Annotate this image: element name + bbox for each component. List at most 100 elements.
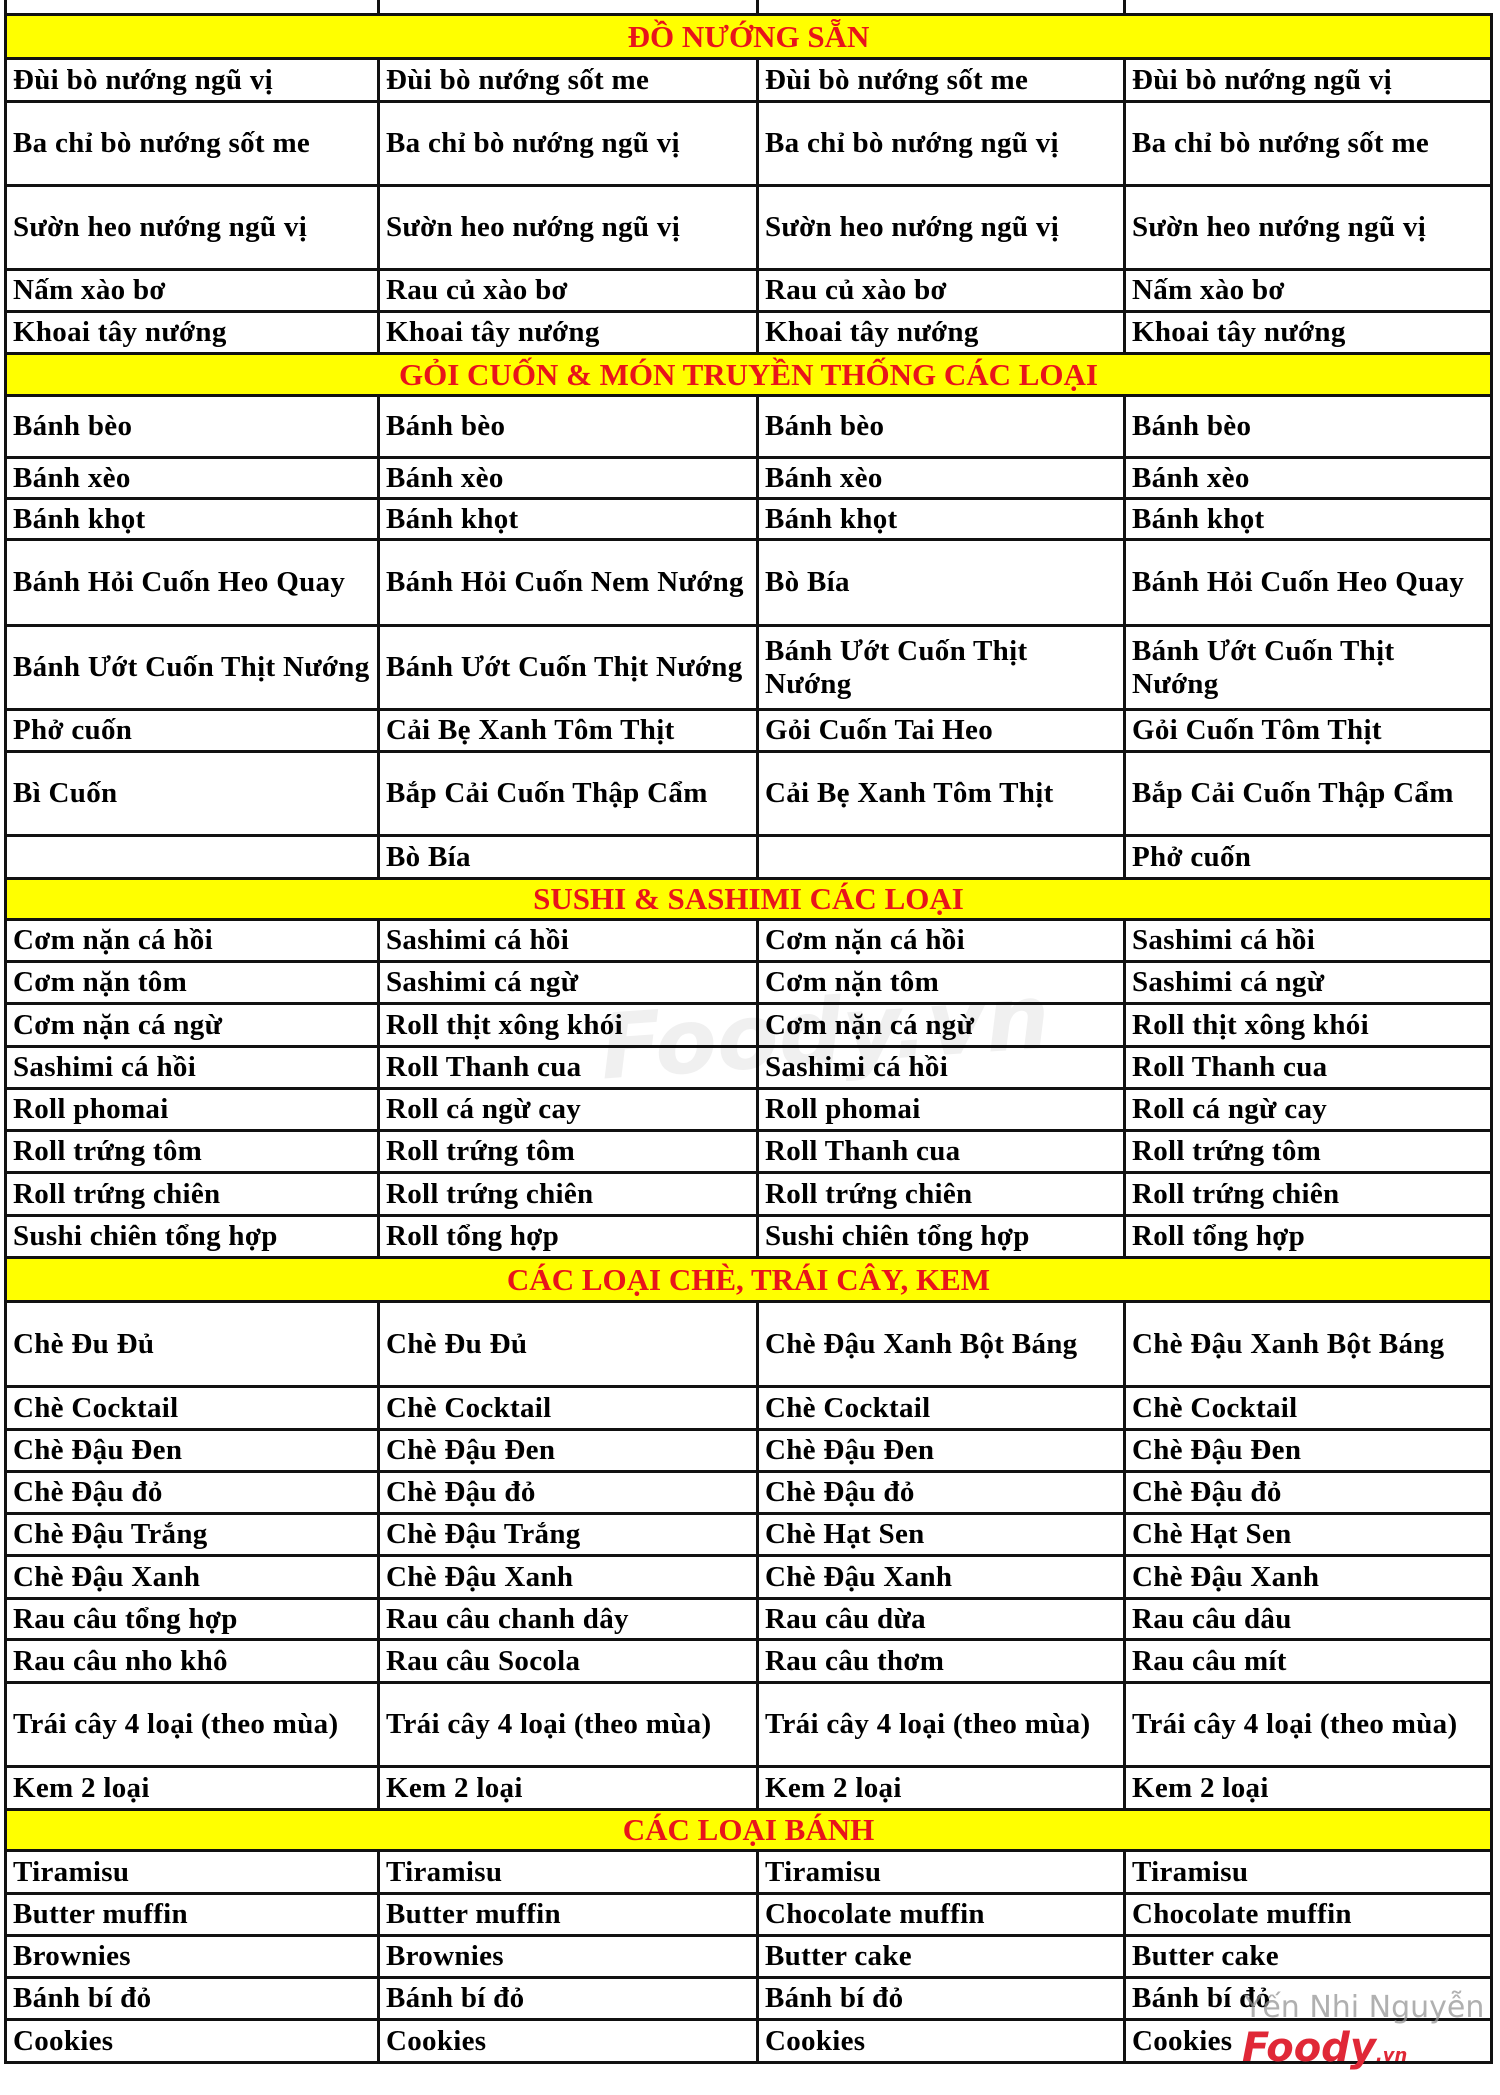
menu-item-cell: Chè Đậu Xanh xyxy=(1123,1557,1493,1597)
table-row: Đùi bò nướng ngũ vị Đùi bò nướng sốt me Đù… xyxy=(4,60,1493,103)
menu-item-cell: Ba chỉ bò nướng ngũ vị xyxy=(377,103,756,184)
menu-item-cell: Roll trứng chiên xyxy=(4,1174,377,1214)
menu-item-cell: Chè Đậu đỏ xyxy=(377,1473,756,1512)
menu-item-cell: Sườn heo nướng ngũ vị xyxy=(4,187,377,268)
menu-item-cell: Đùi bò nướng ngũ vị xyxy=(1123,60,1493,100)
menu-item-cell: Trái cây 4 loại (theo mùa) xyxy=(756,1684,1123,1765)
watermark-author: Yến Nhi Nguyễn xyxy=(1244,1990,1485,2025)
menu-item-cell: Sườn heo nướng ngũ vị xyxy=(1123,187,1493,268)
menu-item-cell: Bánh khọt xyxy=(756,500,1123,538)
menu-item-cell xyxy=(4,837,377,877)
menu-item-cell: Bánh bèo xyxy=(4,397,377,456)
menu-item-cell: Chè Cocktail xyxy=(1123,1388,1493,1428)
table-row: Chè Đu Đủ Chè Đu Đủ Chè Đậu Xanh Bột Báng C… xyxy=(4,1303,1493,1388)
menu-item-cell: Sashimi cá hồi xyxy=(1123,921,1493,960)
menu-item-cell: Bánh bèo xyxy=(756,397,1123,456)
menu-item-cell: Chè Đậu Đen xyxy=(4,1431,377,1470)
menu-item-cell: Chè Đu Đủ xyxy=(377,1303,756,1385)
menu-item-cell: Bánh bí đỏ xyxy=(756,1979,1123,2018)
menu-item-cell: Bì Cuốn xyxy=(4,753,377,834)
menu-item-cell: Kem 2 loại xyxy=(756,1768,1123,1808)
table-row: Chè Đậu Đen Chè Đậu Đen Chè Đậu Đen Chè Đậu… xyxy=(4,1431,1493,1473)
menu-item-cell: Tiramisu xyxy=(1123,1852,1493,1892)
table-row: Tiramisu Tiramisu Tiramisu Tiramisu xyxy=(4,1852,1493,1895)
menu-item-cell: Butter cake xyxy=(1123,1937,1493,1976)
menu-item-cell: Ba chỉ bò nướng sốt me xyxy=(4,103,377,184)
menu-item-cell: Bánh bí đỏ xyxy=(4,1979,377,2018)
menu-item-cell: Cơm nặn cá ngừ xyxy=(4,1005,377,1045)
menu-item-cell: Đùi bò nướng sốt me xyxy=(377,60,756,100)
menu-item-cell: Trái cây 4 loại (theo mùa) xyxy=(4,1684,377,1765)
menu-item-cell: Roll thịt xông khói xyxy=(1123,1005,1493,1045)
menu-item-cell: Roll trứng tôm xyxy=(377,1132,756,1171)
menu-item-cell: Rau củ xào bơ xyxy=(377,271,756,310)
menu-item-cell: Chè Đậu Đen xyxy=(756,1431,1123,1470)
menu-item-cell xyxy=(756,837,1123,877)
menu-item-cell: Chè Đậu đỏ xyxy=(756,1473,1123,1512)
foody-logo: Foody.vn xyxy=(1242,2025,1407,2071)
menu-item-cell: Sashimi cá ngừ xyxy=(377,963,756,1002)
menu-item-cell: Brownies xyxy=(377,1937,756,1976)
menu-item-cell: Cookies xyxy=(756,2021,1123,2061)
menu-item-cell: Bánh bí đỏ xyxy=(377,1979,756,2018)
menu-item-cell: Gỏi Cuốn Tôm Thịt xyxy=(1123,711,1493,750)
menu-item-cell: Cơm nặn cá hồi xyxy=(4,921,377,960)
menu-item-cell: Bánh Ướt Cuốn Thịt Nướng xyxy=(4,627,377,708)
menu-item-cell: Butter muffin xyxy=(377,1895,756,1934)
menu-item-cell: Trái cây 4 loại (theo mùa) xyxy=(1123,1684,1493,1765)
menu-item-cell: Roll cá ngừ cay xyxy=(1123,1090,1493,1129)
table-row: Bánh Ướt Cuốn Thịt Nướng Bánh Ướt Cuốn Th… xyxy=(4,627,1493,711)
table-row: Rau câu nho khô Rau câu Socola Rau câu thơ… xyxy=(4,1641,1493,1684)
menu-item-cell: Cookies xyxy=(1123,2021,1493,2061)
menu-item-cell: Nấm xào bơ xyxy=(1123,271,1493,310)
table-row: Trái cây 4 loại (theo mùa) Trái cây 4 loạ… xyxy=(4,1684,1493,1768)
table-cell xyxy=(1123,0,1493,13)
menu-item-cell: Sashimi cá hồi xyxy=(377,921,756,960)
menu-item-cell: Bánh xèo xyxy=(756,459,1123,497)
section-header: CÁC LOẠI BÁNH xyxy=(4,1808,1493,1852)
table-row: Chè Đậu đỏ Chè Đậu đỏ Chè Đậu đỏ Chè Đậu đỏ xyxy=(4,1473,1493,1515)
menu-item-cell: Gỏi Cuốn Tai Heo xyxy=(756,711,1123,750)
menu-item-cell: Bánh xèo xyxy=(4,459,377,497)
menu-item-cell: Chè Đậu Xanh xyxy=(377,1557,756,1597)
menu-item-cell: Bánh khọt xyxy=(1123,500,1493,538)
table-row: Cookies Cookies Cookies Cookies xyxy=(4,2021,1493,2064)
table-row: Bánh Hỏi Cuốn Heo Quay Bánh Hỏi Cuốn Nem … xyxy=(4,541,1493,627)
table-row: Sashimi cá hồi Roll Thanh cua Sashimi cá h… xyxy=(4,1048,1493,1090)
menu-item-cell: Sashimi cá ngừ xyxy=(1123,963,1493,1002)
menu-item-cell: Chè Cocktail xyxy=(756,1388,1123,1428)
menu-item-cell: Bánh Ướt Cuốn Thịt Nướng xyxy=(1123,627,1493,708)
menu-item-cell: Chè Đậu Xanh xyxy=(4,1557,377,1597)
menu-item-cell: Khoai tây nướng xyxy=(377,313,756,352)
menu-item-cell: Khoai tây nướng xyxy=(4,313,377,352)
table-row: Nấm xào bơ Rau củ xào bơ Rau củ xào bơ Nấm … xyxy=(4,271,1493,313)
menu-item-cell: Kem 2 loại xyxy=(377,1768,756,1808)
menu-item-cell: Chè Đậu Đen xyxy=(377,1431,756,1470)
table-row: Cơm nặn cá hồi Sashimi cá hồi Cơm nặn cá h… xyxy=(4,921,1493,963)
menu-item-cell: Bánh bèo xyxy=(377,397,756,456)
menu-item-cell: Ba chỉ bò nướng sốt me xyxy=(1123,103,1493,184)
menu-item-cell: Roll trứng chiên xyxy=(1123,1174,1493,1214)
menu-item-cell: Roll trứng tôm xyxy=(4,1132,377,1171)
menu-item-cell: Cookies xyxy=(4,2021,377,2061)
menu-item-cell: Roll Thanh cua xyxy=(1123,1048,1493,1087)
menu-item-cell: Roll tổng hợp xyxy=(377,1217,756,1256)
menu-item-cell: Rau câu Socola xyxy=(377,1641,756,1681)
table-row: Ba chỉ bò nướng sốt me Ba chỉ bò nướng ng… xyxy=(4,103,1493,187)
menu-item-cell: Roll Thanh cua xyxy=(377,1048,756,1087)
menu-item-cell: Roll tổng hợp xyxy=(1123,1217,1493,1256)
table-cell xyxy=(377,0,756,13)
table-row: Roll phomai Roll cá ngừ cay Roll phomai Rol… xyxy=(4,1090,1493,1132)
menu-item-cell: Chè Đậu Đen xyxy=(1123,1431,1493,1470)
menu-item-cell: Nấm xào bơ xyxy=(4,271,377,310)
menu-item-cell: Rau câu tổng hợp xyxy=(4,1600,377,1638)
foody-logo-text: Foody xyxy=(1242,2025,1376,2071)
menu-item-cell: Bánh khọt xyxy=(4,500,377,538)
menu-item-cell: Chè Cocktail xyxy=(377,1388,756,1428)
menu-item-cell: Butter cake xyxy=(756,1937,1123,1976)
menu-item-cell: Bánh xèo xyxy=(377,459,756,497)
table-row: Bánh khọt Bánh khọt Bánh khọt Bánh khọt xyxy=(4,500,1493,541)
menu-item-cell: Sashimi cá hồi xyxy=(756,1048,1123,1087)
menu-item-cell: Bắp Cải Cuốn Thập Cẩm xyxy=(377,753,756,834)
menu-item-cell: Bánh bèo xyxy=(1123,397,1493,456)
